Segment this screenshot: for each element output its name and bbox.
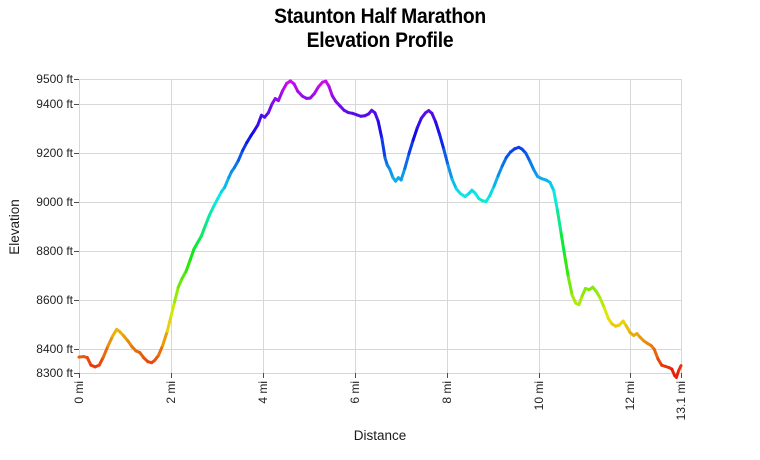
- line-segment: [106, 334, 115, 348]
- y-tick-label: 9500 ft: [36, 72, 73, 86]
- line-segment: [407, 138, 415, 156]
- line-segment: [380, 136, 387, 160]
- line-segment: [415, 116, 423, 130]
- line-segment: [411, 126, 419, 142]
- line-segment: [176, 277, 184, 289]
- line-segment: [256, 113, 263, 127]
- line-segment: [161, 329, 169, 348]
- line-segment: [555, 208, 563, 235]
- line-segment: [652, 347, 660, 361]
- line-segment: [223, 175, 231, 189]
- y-tick-label: 9400 ft: [36, 96, 73, 111]
- x-tick-label: 13.1 mi: [674, 381, 688, 421]
- line-segment: [552, 188, 559, 212]
- line-segment: [446, 163, 454, 181]
- line-segment: [388, 167, 395, 179]
- line-segment: [203, 213, 212, 228]
- line-segment: [266, 102, 274, 115]
- line-segment: [442, 148, 450, 167]
- y-tick-label: 9200 ft: [36, 145, 73, 160]
- line-segment: [199, 224, 207, 238]
- line-segment: [327, 84, 334, 98]
- line-segment: [450, 177, 458, 191]
- line-segment: [492, 174, 500, 188]
- line-segment: [438, 133, 446, 152]
- line-segment: [577, 294, 584, 307]
- chart-subtitle: Elevation Profile: [306, 29, 454, 52]
- line-segment: [496, 164, 504, 178]
- line-segment: [559, 231, 567, 258]
- line-segment: [566, 275, 574, 297]
- chart-title-block: Staunton Half Marathon Elevation Profile: [30, 5, 729, 53]
- x-tick-label: 2 mi: [163, 381, 178, 404]
- line-segment: [165, 315, 173, 333]
- chart-title: Staunton Half Marathon: [274, 5, 486, 28]
- x-tick-label: 12 mi: [623, 381, 638, 411]
- x-tick-label: 10 mi: [531, 381, 546, 411]
- x-tick-label: 8 mi: [439, 381, 454, 404]
- y-tick-label: 9000 ft: [36, 194, 73, 209]
- line-segment: [101, 344, 110, 359]
- line-segment: [403, 152, 411, 170]
- line-segment: [236, 149, 245, 162]
- line-segment: [169, 300, 177, 319]
- x-tick-label: 4 mi: [255, 381, 270, 404]
- x-tick-label: 0 mi: [72, 381, 86, 404]
- line-segment: [276, 89, 285, 103]
- line-segment: [430, 111, 438, 124]
- line-segment: [184, 258, 192, 273]
- line-segment: [598, 296, 606, 310]
- line-segment: [97, 355, 105, 367]
- line-segment: [524, 151, 532, 163]
- line-segment: [157, 344, 165, 357]
- line-segment: [434, 120, 442, 137]
- line-segment: [677, 364, 683, 373]
- line-segment: [488, 184, 496, 198]
- y-tick-label: 8400 ft: [36, 341, 73, 356]
- line-segment: [173, 285, 180, 304]
- line-segment: [563, 254, 570, 279]
- y-tick-label: 8300 ft: [36, 366, 73, 380]
- line-segment: [602, 306, 610, 321]
- y-tick-label: 8600 ft: [36, 292, 73, 307]
- line-segment: [500, 155, 508, 168]
- line-segment: [376, 119, 384, 140]
- elevation-line: [77, 79, 683, 379]
- x-axis-title: Distance: [353, 428, 407, 443]
- line-segment: [188, 247, 196, 262]
- line-segment: [208, 204, 216, 217]
- y-tick-label: 8800 ft: [36, 243, 73, 258]
- line-segment: [528, 159, 536, 172]
- x-tick-label: 6 mi: [347, 381, 362, 404]
- line-segment: [399, 166, 407, 182]
